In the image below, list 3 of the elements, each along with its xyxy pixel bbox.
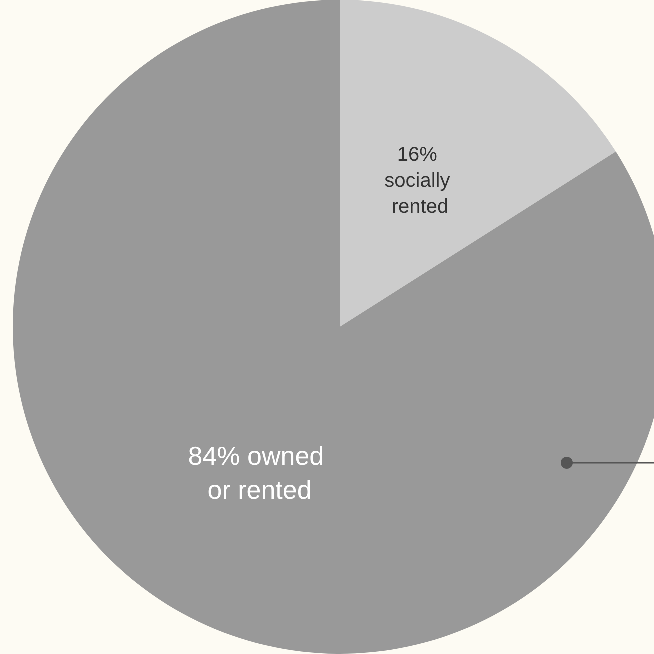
slice-label: socially rented	[384, 170, 456, 218]
data-label: 16%	[397, 144, 444, 166]
slice-label: 84% owned or rented	[188, 440, 332, 505]
